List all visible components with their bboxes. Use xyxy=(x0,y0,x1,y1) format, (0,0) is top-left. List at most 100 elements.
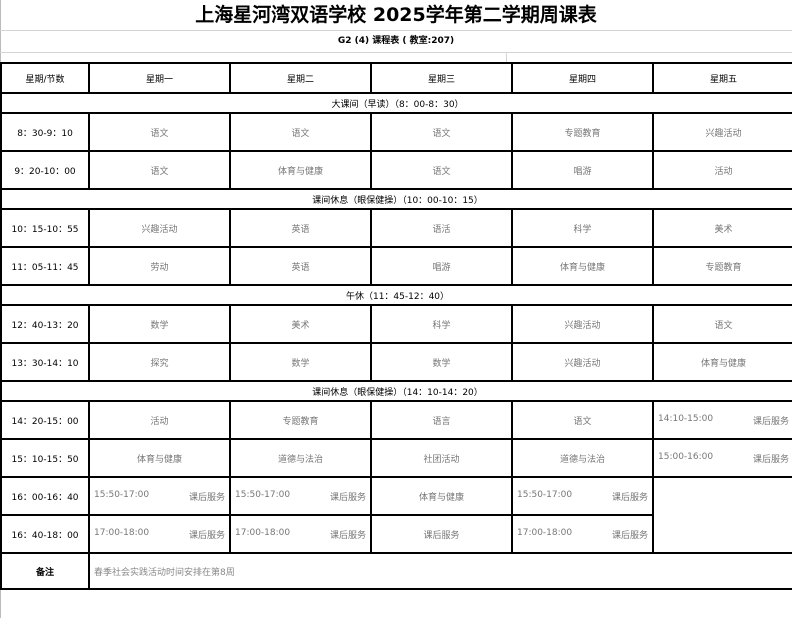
page-title: 上海星河湾双语学校 2025学年第二学期周课表 xyxy=(0,0,792,31)
subject-cell: 语文 xyxy=(88,150,231,190)
subject-cell: 数学 xyxy=(370,342,513,382)
subject-cell: 专题教育 xyxy=(229,400,372,440)
period-time: 8：30-9：10 xyxy=(0,112,90,152)
header-day: 星期三 xyxy=(370,62,513,94)
service-time: 17:00-18:00 xyxy=(517,527,573,538)
after-school-cell: 15:00-16:00 课后服务 xyxy=(652,438,792,478)
subject-cell: 体育与健康 xyxy=(511,246,654,286)
service-label: 课后服务 xyxy=(611,492,648,503)
subject-cell: 语活 xyxy=(370,208,513,248)
header-day: 星期一 xyxy=(88,62,231,94)
subject-cell: 专题教育 xyxy=(652,246,792,286)
subject-cell: 数学 xyxy=(88,304,231,344)
header-row: 星期/节数 星期一 星期二 星期三 星期四 星期五 xyxy=(0,62,792,94)
subject-cell: 劳动 xyxy=(88,246,231,286)
subject-cell: 兴趣活动 xyxy=(652,112,792,152)
subject-cell: 语文 xyxy=(88,112,231,152)
notes-label: 备注 xyxy=(0,552,90,590)
after-school-cell: 15:50-17:00 课后服务 xyxy=(511,476,654,516)
period-row: 8：30-9：10 语文 语文 语文 专题教育 兴趣活动 xyxy=(0,112,792,152)
notes-text: 春季社会实践活动时间安排在第8周 xyxy=(88,552,792,590)
subject-cell: 体育与健康 xyxy=(229,150,372,190)
subject-cell: 活动 xyxy=(88,400,231,440)
period-row: 9：20-10：00 语文 体育与健康 语文 唱游 活动 xyxy=(0,150,792,190)
subject-cell: 道德与法治 xyxy=(229,438,372,478)
service-time: 17:00-18:00 xyxy=(235,527,291,538)
service-label: 课后服务 xyxy=(188,492,225,503)
period-row: 10：15-10：55 兴趣活动 英语 语活 科学 美术 xyxy=(0,208,792,248)
subject-cell: 专题教育 xyxy=(511,112,654,152)
break-row: 课间休息（眼保健操）（10：00-10：15） xyxy=(0,188,792,210)
subject-cell: 体育与健康 xyxy=(370,476,513,516)
subject-cell: 英语 xyxy=(229,246,372,286)
subject-cell: 美术 xyxy=(229,304,372,344)
break-label: 课间休息（眼保健操）（10：00-10：15） xyxy=(0,188,792,210)
subject-cell: 语文 xyxy=(652,304,792,344)
subject-cell: 体育与健康 xyxy=(652,342,792,382)
class-subtitle: G2 (4) 课程表 ( 教室:207) xyxy=(0,30,792,53)
service-label: 课后服务 xyxy=(752,416,789,427)
header-day: 星期四 xyxy=(511,62,654,94)
break-row: 课间休息（眼保健操）（14：10-14：20） xyxy=(0,380,792,402)
period-time: 11：05-11：45 xyxy=(0,246,90,286)
subject-cell: 兴趣活动 xyxy=(511,304,654,344)
after-school-cell: 17:00-18:00 课后服务 xyxy=(229,514,372,554)
break-row: 大课间（早读）（8：00-8：30） xyxy=(0,92,792,114)
subject-cell: 体育与健康 xyxy=(88,438,231,478)
cell-divider xyxy=(506,52,507,62)
period-row: 11：05-11：45 劳动 英语 唱游 体育与健康 专题教育 xyxy=(0,246,792,286)
subject-cell: 语文 xyxy=(370,150,513,190)
service-time: 15:50-17:00 xyxy=(235,489,291,500)
subject-cell: 课后服务 xyxy=(370,514,513,554)
header-day: 星期五 xyxy=(652,62,792,94)
period-time: 16：00-16：40 xyxy=(0,476,90,516)
subject-cell: 探究 xyxy=(88,342,231,382)
service-label: 课后服务 xyxy=(752,454,789,465)
after-school-cell: 14:10-15:00 课后服务 xyxy=(652,400,792,440)
period-time: 10：15-10：55 xyxy=(0,208,90,248)
period-row: 15：10-15：50 体育与健康 道德与法治 社团活动 道德与法治 15:00-16:0… xyxy=(0,438,792,478)
subject-cell: 兴趣活动 xyxy=(511,342,654,382)
subject-cell: 道德与法治 xyxy=(511,438,654,478)
after-school-cell: 15:50-17:00 课后服务 xyxy=(88,476,231,516)
subject-cell: 语言 xyxy=(370,400,513,440)
period-row: 16：40-18：00 17:00-18:00 课后服务 17:00-18:00 课后服… xyxy=(0,514,792,554)
header-period: 星期/节数 xyxy=(0,62,90,94)
after-school-cell: 17:00-18:00 课后服务 xyxy=(511,514,654,554)
empty-cell xyxy=(652,476,792,554)
subject-cell: 美术 xyxy=(652,208,792,248)
subject-cell: 活动 xyxy=(652,150,792,190)
subject-cell: 语文 xyxy=(229,112,372,152)
subject-cell: 语文 xyxy=(511,400,654,440)
subject-cell: 数学 xyxy=(229,342,372,382)
period-row: 13：30-14：10 探究 数学 数学 兴趣活动 体育与健康 xyxy=(0,342,792,382)
period-time: 13：30-14：10 xyxy=(0,342,90,382)
subject-cell: 科学 xyxy=(511,208,654,248)
service-time: 17:00-18:00 xyxy=(94,527,150,538)
period-row: 16：00-16：40 15:50-17:00 课后服务 15:50-17:00 课后服… xyxy=(0,476,792,554)
notes-row: 备注 春季社会实践活动时间安排在第8周 xyxy=(0,552,792,590)
service-time: 15:50-17:00 xyxy=(94,489,150,500)
service-time: 15:50-17:00 xyxy=(517,489,573,500)
timetable: 星期/节数 星期一 星期二 星期三 星期四 星期五 大课间（早读）（8：00-8：30） 8：… xyxy=(0,62,792,590)
after-school-cell: 17:00-18:00 课后服务 xyxy=(88,514,231,554)
service-label: 课后服务 xyxy=(188,530,225,541)
break-label: 课间休息（眼保健操）（14：10-14：20） xyxy=(0,380,792,402)
break-row: 午休（11：45-12：40） xyxy=(0,284,792,306)
subject-cell: 兴趣活动 xyxy=(88,208,231,248)
service-label: 课后服务 xyxy=(611,530,648,541)
service-time: 14:10-15:00 xyxy=(658,413,714,424)
period-time: 9：20-10：00 xyxy=(0,150,90,190)
period-time: 15：10-15：50 xyxy=(0,438,90,478)
break-label: 大课间（早读）（8：00-8：30） xyxy=(0,92,792,114)
subject-cell: 社团活动 xyxy=(370,438,513,478)
period-row: 12：40-13：20 数学 美术 科学 兴趣活动 语文 xyxy=(0,304,792,344)
period-time: 12：40-13：20 xyxy=(0,304,90,344)
service-label: 课后服务 xyxy=(329,530,366,541)
subject-cell: 英语 xyxy=(229,208,372,248)
break-label: 午休（11：45-12：40） xyxy=(0,284,792,306)
header-day: 星期二 xyxy=(229,62,372,94)
period-time: 16：40-18：00 xyxy=(0,514,90,554)
after-school-cell: 15:50-17:00 课后服务 xyxy=(229,476,372,516)
